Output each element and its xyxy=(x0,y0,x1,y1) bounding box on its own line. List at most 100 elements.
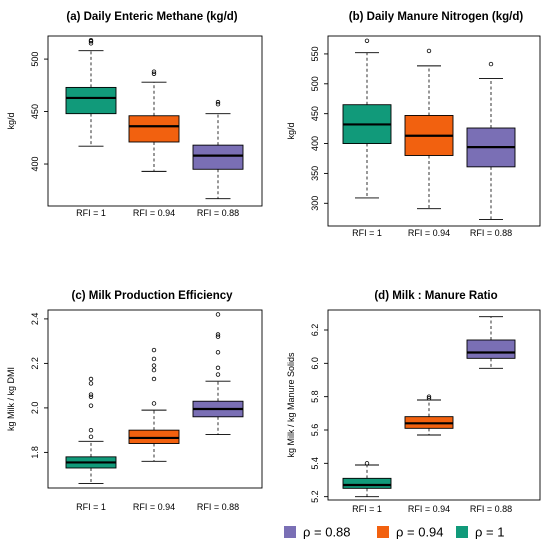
box-1 xyxy=(65,37,117,147)
y-axis-label: kg Milk / kg Manure Solids xyxy=(286,352,296,458)
panel-title: (a) Daily Enteric Methane (kg/d) xyxy=(66,11,237,23)
x-tick-label: RFI = 0.88 xyxy=(197,208,239,218)
outlier-point xyxy=(151,69,157,74)
legend: ρ = 0.88 ρ = 0.94 ρ = 1 xyxy=(284,525,504,540)
y-tick-label: 5.4 xyxy=(310,457,320,470)
y-tick-label: 300 xyxy=(310,196,320,211)
outlier-point xyxy=(88,403,94,408)
outlier-point xyxy=(151,356,157,362)
outlier-point xyxy=(151,367,157,373)
x-tick-label: RFI = 0.88 xyxy=(197,502,239,512)
outlier-point xyxy=(88,394,94,399)
legend-label: ρ = 0.88 xyxy=(303,525,351,540)
iqr-box xyxy=(466,339,516,359)
box-3 xyxy=(192,312,244,436)
legend-label: ρ = 0.94 xyxy=(396,525,444,540)
x-tick-label: RFI = 0.94 xyxy=(408,504,450,514)
outlier-point xyxy=(88,427,94,433)
plot-frame xyxy=(47,309,263,489)
outlier-point xyxy=(151,363,157,368)
y-tick-label: 1.8 xyxy=(30,446,40,459)
y-tick-label: 2.2 xyxy=(30,357,40,370)
outlier-point xyxy=(151,71,157,76)
outlier-point xyxy=(88,381,94,386)
outlier-point xyxy=(364,38,370,43)
outlier-point xyxy=(88,392,94,397)
outlier-point xyxy=(215,102,221,107)
outlier-point xyxy=(215,365,221,371)
box-2 xyxy=(404,48,454,210)
box-2 xyxy=(128,69,180,172)
x-tick-label: RFI = 1 xyxy=(352,228,382,238)
y-axis-label: kg/d xyxy=(286,122,296,139)
outlier-point xyxy=(215,372,221,377)
panel-title: (b) Daily Manure Nitrogen (kg/d) xyxy=(349,11,524,23)
y-tick-label: 450 xyxy=(30,104,40,119)
y-tick-label: 550 xyxy=(310,46,320,61)
box-1 xyxy=(65,376,117,484)
panel-title: (c) Milk Production Efficiency xyxy=(71,290,233,302)
outlier-point xyxy=(364,461,370,466)
y-tick-label: 350 xyxy=(310,166,320,181)
x-tick-label: RFI = 0.88 xyxy=(470,228,512,238)
outlier-point xyxy=(215,334,221,339)
x-tick-label: RFI = 1 xyxy=(76,208,106,218)
outlier-point xyxy=(215,99,221,105)
box-3 xyxy=(192,99,244,200)
plot-frame xyxy=(47,35,263,207)
legend-label: ρ = 1 xyxy=(475,525,504,540)
iqr-box xyxy=(128,115,180,143)
y-tick-label: 400 xyxy=(310,136,320,151)
x-tick-label: RFI = 1 xyxy=(352,504,382,514)
plot-frame xyxy=(327,309,541,501)
x-tick-label: RFI = 0.88 xyxy=(470,504,512,514)
x-tick-label: RFI = 0.94 xyxy=(133,502,175,512)
box-3 xyxy=(466,61,516,220)
y-axis-label: kg/d xyxy=(6,112,16,129)
legend-swatch xyxy=(456,526,468,538)
outlier-point xyxy=(151,347,157,353)
panel-title: (d) Milk : Manure Ratio xyxy=(374,290,497,302)
y-tick-label: 6.0 xyxy=(310,357,320,370)
outlier-point xyxy=(151,401,157,406)
panel-4: (d) Milk : Manure Ratio kg Milk / kg Manu… xyxy=(286,290,541,514)
outlier-point xyxy=(215,350,221,355)
outlier-point xyxy=(488,61,494,67)
outlier-point xyxy=(426,48,432,54)
box-1 xyxy=(342,461,392,498)
y-tick-label: 6.2 xyxy=(310,324,320,337)
outlier-point xyxy=(88,376,94,382)
box-2 xyxy=(128,347,180,462)
y-tick-label: 5.2 xyxy=(310,490,320,503)
y-tick-label: 450 xyxy=(310,106,320,121)
outlier-point xyxy=(88,41,94,46)
panel-3: (c) Milk Production Efficiency kg Milk / … xyxy=(6,290,263,512)
legend-item: ρ = 1 xyxy=(456,525,504,540)
outlier-point xyxy=(426,394,432,399)
y-tick-label: 5.8 xyxy=(310,390,320,403)
panel-1: (a) Daily Enteric Methane (kg/d) kg/d 400 4… xyxy=(6,11,263,218)
outlier-point xyxy=(426,396,432,401)
y-tick-label: 500 xyxy=(30,52,40,67)
x-tick-label: RFI = 0.94 xyxy=(133,208,175,218)
x-tick-label: RFI = 1 xyxy=(76,502,106,512)
outlier-point xyxy=(215,332,221,337)
y-tick-label: 2.4 xyxy=(30,313,40,326)
y-tick-label: 2.0 xyxy=(30,402,40,415)
legend-swatch xyxy=(377,526,389,538)
iqr-box xyxy=(128,429,180,444)
iqr-box xyxy=(65,86,117,115)
y-tick-label: 5.6 xyxy=(310,424,320,437)
outlier-point xyxy=(88,37,94,43)
legend-item: ρ = 0.88 xyxy=(284,525,351,540)
legend-item: ρ = 0.94 xyxy=(377,525,444,540)
y-tick-label: 500 xyxy=(310,76,320,91)
box-3 xyxy=(466,316,516,369)
iqr-box xyxy=(342,477,392,489)
outlier-point xyxy=(151,376,157,382)
y-axis-label: kg Milk / kg DMI xyxy=(6,367,16,431)
box-2 xyxy=(404,394,454,436)
y-tick-label: 400 xyxy=(30,157,40,172)
plot-frame xyxy=(327,35,541,227)
